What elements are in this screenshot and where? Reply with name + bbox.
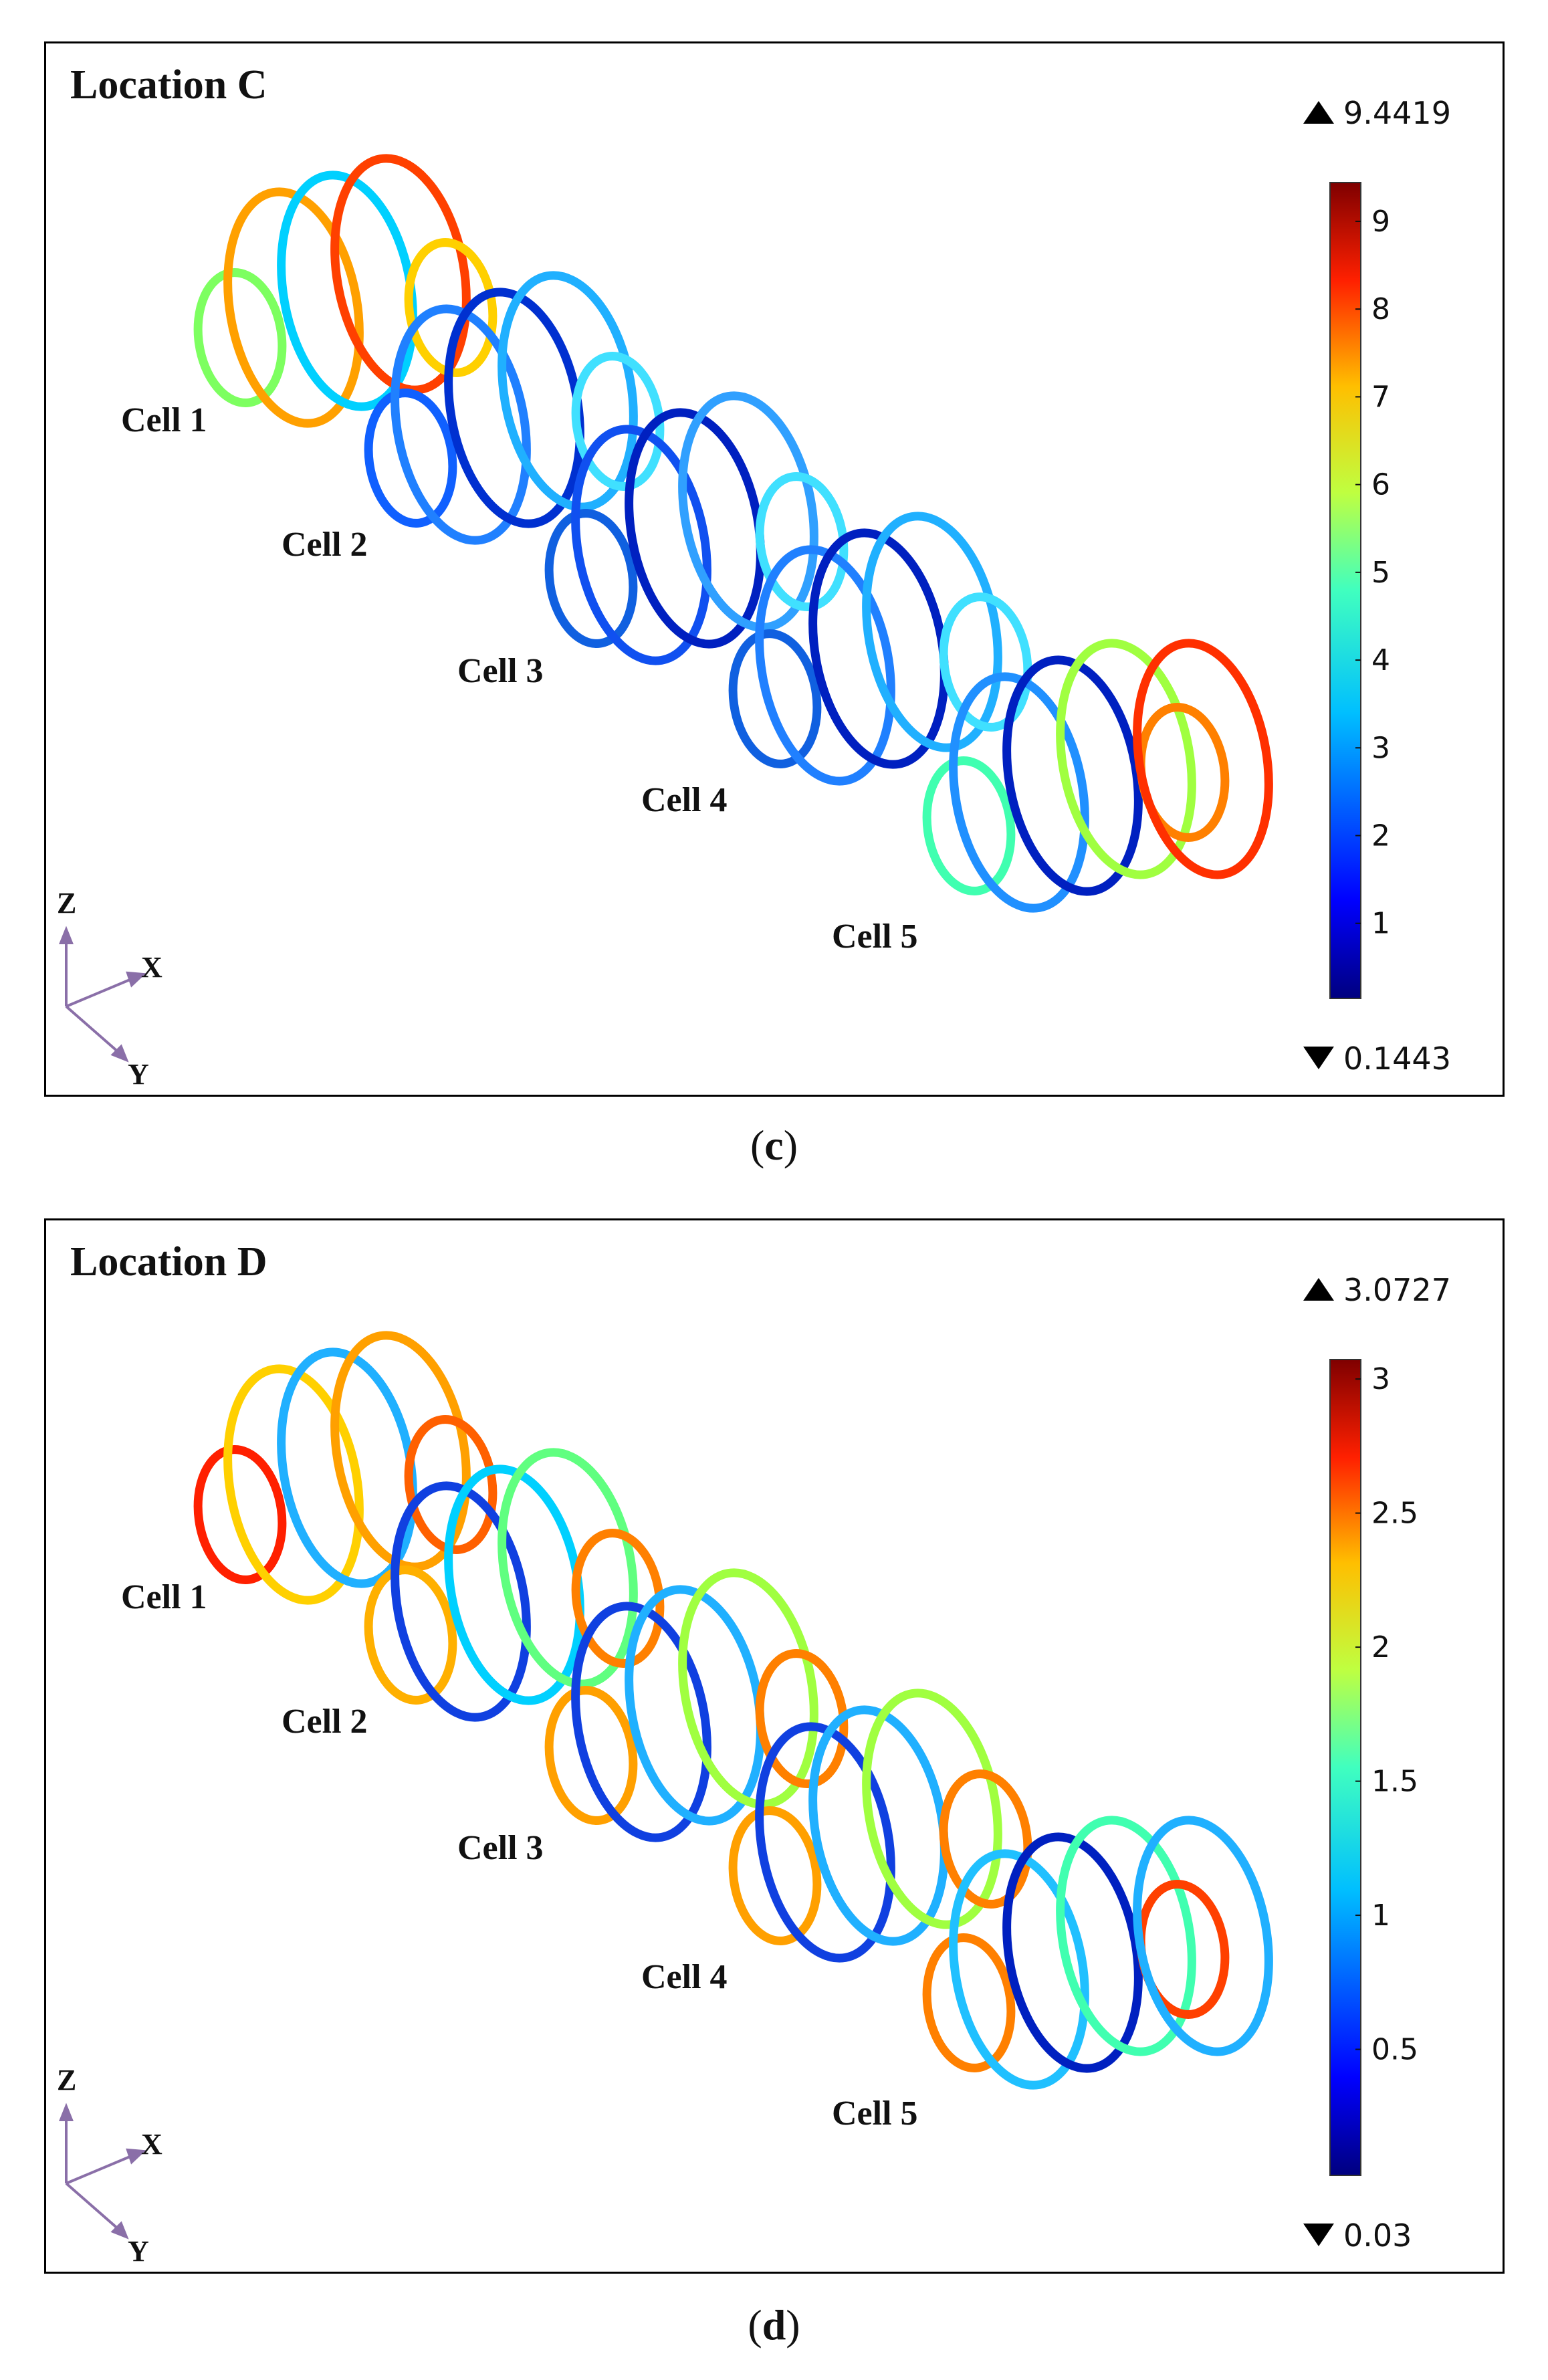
colorbar-tick-label: 1	[1371, 907, 1390, 941]
colorbar-tick-label: 3	[1371, 1362, 1390, 1396]
cell-5-coils	[922, 1816, 1273, 2090]
cell-label-2: Cell 2	[282, 526, 368, 564]
colorbar-tick-label: 0.5	[1371, 2033, 1418, 2067]
colorbar-tick-label: 4	[1371, 643, 1390, 677]
cell-4-coils	[728, 1689, 1032, 1963]
colorbar-min-label: 0.03	[1343, 2217, 1412, 2254]
colorbar-ticks: 0.5 1 1.5 2 2.5 3	[1355, 1362, 1418, 2067]
colorbar-tick-label: 2.5	[1371, 1497, 1418, 1531]
x-axis-label: X	[141, 951, 162, 984]
cell-5-coils	[922, 639, 1273, 913]
cell-3-coils	[544, 391, 849, 665]
z-arrow-icon	[59, 2102, 74, 2121]
x-axis	[66, 2154, 134, 2185]
panel-c-canvas: Location C	[57, 62, 1451, 1091]
colorbar-tick-label: 3	[1371, 731, 1390, 765]
colorbar	[1329, 1359, 1361, 2176]
cell-label-5: Cell 5	[832, 917, 918, 956]
z-axis-label: Z	[57, 887, 76, 919]
y-axis-label: Y	[128, 1058, 149, 1091]
colorbar-tick-label: 9	[1371, 205, 1390, 239]
colorbar-tick-label: 1	[1371, 1899, 1390, 1933]
cell-label-5: Cell 5	[832, 2094, 918, 2133]
panel-title: Location D	[70, 1239, 267, 1285]
cell-1-coils	[193, 154, 497, 428]
axis-triad	[59, 2102, 146, 2240]
caption-d: (d)	[748, 2301, 800, 2349]
colorbar-tick-label: 2	[1371, 819, 1390, 853]
y-axis	[65, 1005, 121, 1055]
min-triangle-icon	[1303, 2224, 1334, 2246]
cell-label-1: Cell 1	[121, 1578, 207, 1616]
z-arrow-icon	[59, 926, 74, 944]
cell-1-coils	[193, 1331, 497, 1605]
colorbar-max-label: 9.4419	[1343, 95, 1451, 131]
figure-panel-d: Location D	[44, 1218, 1505, 2274]
y-axis-label: Y	[128, 2235, 149, 2268]
axis-triad	[59, 926, 146, 1063]
colorbar-tick-label: 1.5	[1371, 1765, 1418, 1799]
cell-label-4: Cell 4	[641, 781, 728, 819]
figure-panel-c: Location C	[44, 41, 1505, 1097]
colorbar-min-label: 0.1443	[1343, 1041, 1451, 1077]
y-axis	[65, 2182, 121, 2232]
z-axis-label: Z	[57, 2064, 76, 2096]
cell-label-3: Cell 3	[457, 652, 544, 690]
cell-4-coils	[728, 512, 1032, 786]
cell-label-3: Cell 3	[457, 1829, 544, 1867]
panel-d-canvas: Location D	[57, 1239, 1451, 2268]
cell-label-2: Cell 2	[282, 1703, 368, 1741]
x-axis-label: X	[141, 2128, 162, 2161]
y-arrow-icon	[110, 1044, 129, 1063]
max-triangle-icon	[1303, 101, 1334, 124]
colorbar-tick-label: 2	[1371, 1630, 1390, 1664]
caption-c: (c)	[750, 1121, 798, 1169]
cell-label-4: Cell 4	[641, 1958, 728, 1996]
x-arrow-icon	[126, 971, 146, 988]
colorbar-tick-label: 6	[1371, 468, 1390, 502]
cell-2-coils	[364, 1448, 665, 1722]
x-axis	[66, 977, 134, 1008]
y-arrow-icon	[110, 2221, 129, 2240]
colorbar-tick-label: 5	[1371, 556, 1390, 590]
colorbar-tick-label: 7	[1371, 380, 1390, 414]
cell-3-coils	[544, 1568, 849, 1842]
panel-title: Location C	[70, 62, 267, 108]
colorbar-tick-label: 8	[1371, 292, 1390, 326]
colorbar-ticks: 1 2 3 4 5 6 7 8 9	[1355, 205, 1390, 941]
colorbar-max-label: 3.0727	[1343, 1272, 1451, 1308]
cell-label-1: Cell 1	[121, 401, 207, 439]
max-triangle-icon	[1303, 1278, 1334, 1301]
min-triangle-icon	[1303, 1047, 1334, 1069]
colorbar	[1329, 182, 1361, 999]
x-arrow-icon	[126, 2148, 146, 2165]
